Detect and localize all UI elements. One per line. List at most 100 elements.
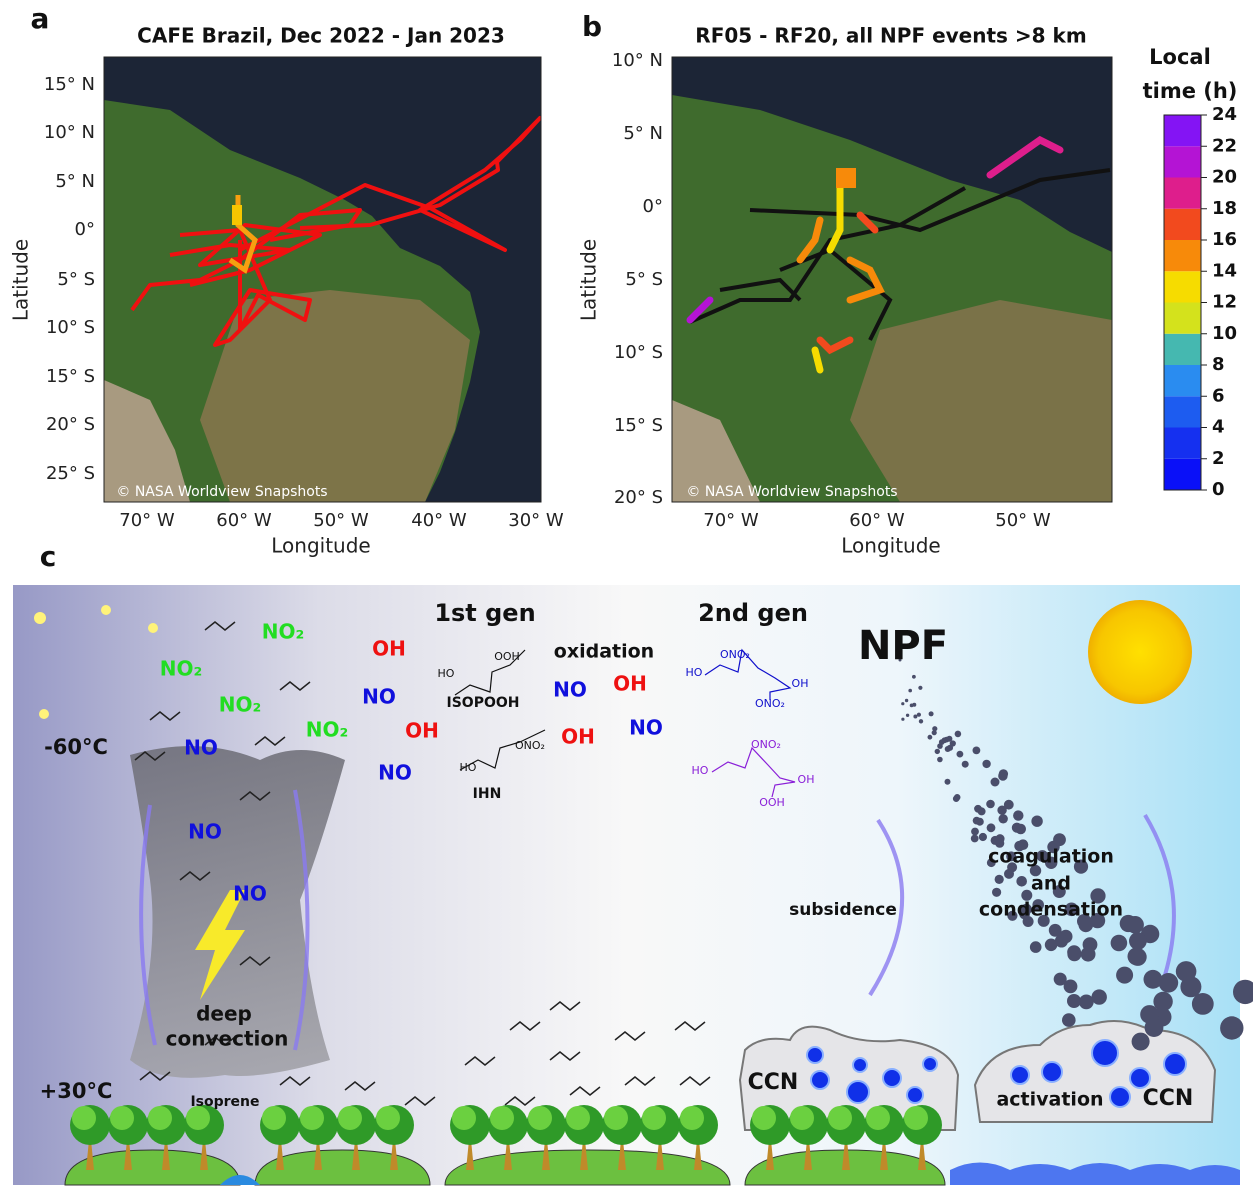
particle	[913, 715, 917, 719]
colorbar-tick-label: 0	[1212, 479, 1225, 500]
particle	[971, 828, 979, 836]
species: NO₂	[160, 657, 203, 681]
tree-crown	[528, 1106, 552, 1130]
axis-label: Longitude	[271, 534, 370, 558]
label: CCN	[1143, 1086, 1194, 1111]
colorbar-segment	[1164, 178, 1201, 209]
label: coagulation	[988, 846, 1114, 868]
functional-group: HO	[460, 761, 477, 774]
axis-label: Longitude	[841, 534, 940, 558]
tree-crown	[680, 1106, 704, 1130]
y-tick-label: 20° S	[614, 487, 663, 508]
particle	[929, 711, 934, 716]
particle	[976, 818, 984, 826]
particle	[1144, 970, 1163, 989]
colorbar-tick-label: 14	[1212, 260, 1237, 281]
particle	[935, 749, 940, 754]
particle	[991, 778, 1000, 787]
temperature: -60°C	[44, 735, 108, 759]
particle	[1111, 935, 1128, 952]
particle	[991, 836, 1000, 845]
particle	[901, 718, 904, 721]
particle	[1081, 947, 1096, 962]
particle	[937, 743, 943, 749]
tree-crown	[148, 1106, 172, 1130]
x-tick-label: 30° W	[508, 510, 564, 531]
molecule-name: IHN	[473, 786, 502, 802]
y-tick-label: 5° S	[625, 269, 663, 290]
colorbar-tick-label: 12	[1212, 292, 1237, 313]
particle	[1064, 980, 1078, 994]
colorbar-tick-label: 16	[1212, 229, 1237, 250]
colorbar-segment	[1164, 115, 1201, 146]
particle	[917, 713, 921, 717]
particle	[979, 833, 987, 841]
colorbar-segment	[1164, 459, 1201, 490]
colorbar-title: time (h)	[1143, 79, 1238, 103]
functional-group: OH	[792, 677, 809, 690]
colorbar-segment	[1164, 209, 1201, 240]
heading: 1st gen	[434, 599, 535, 627]
tree-crown	[490, 1106, 514, 1130]
y-tick-label: 5° N	[623, 123, 663, 144]
ccn-particle	[1130, 1068, 1150, 1088]
colorbar-tick-label: 6	[1212, 385, 1225, 406]
tree-crown	[604, 1106, 628, 1130]
colorbar-segment	[1164, 303, 1201, 334]
temperature: +30°C	[40, 1079, 113, 1103]
particle	[1140, 1005, 1159, 1024]
colorbar-segment	[1164, 334, 1201, 365]
species: NO	[378, 761, 412, 785]
particle	[973, 747, 981, 755]
particle	[995, 875, 1004, 884]
label: subsidence	[789, 900, 897, 920]
tree-crown	[452, 1106, 476, 1130]
species: OH	[372, 637, 406, 661]
panel-label: c	[40, 540, 57, 573]
credit: © NASA Worldview Snapshots	[686, 484, 897, 500]
functional-group: OH	[798, 773, 815, 786]
x-tick-label: 40° W	[411, 510, 467, 531]
ccn-particle	[883, 1069, 901, 1087]
tree-crown	[110, 1106, 134, 1130]
label: and	[1031, 873, 1071, 895]
species: OH	[613, 672, 647, 696]
particle	[987, 823, 996, 832]
ccn-particle	[847, 1081, 869, 1103]
title: CAFE Brazil, Dec 2022 - Jan 2023	[137, 24, 505, 48]
species: OH	[561, 725, 595, 749]
particle	[1067, 994, 1081, 1008]
tree-crown	[300, 1106, 324, 1130]
y-tick-label: 0°	[75, 219, 95, 240]
colorbar-tick-label: 4	[1212, 417, 1225, 438]
particle	[957, 751, 964, 758]
functional-group: ONO₂	[751, 738, 781, 751]
functional-group: HO	[692, 764, 709, 777]
particle	[945, 746, 951, 752]
particle	[982, 760, 990, 768]
functional-group: HO	[438, 667, 455, 680]
particle	[912, 675, 916, 679]
x-tick-label: 60° W	[849, 510, 905, 531]
y-tick-label: 10° N	[44, 122, 95, 143]
species: NO	[184, 736, 218, 760]
title: RF05 - RF20, all NPF events >8 km	[695, 24, 1086, 48]
map-a	[104, 57, 541, 502]
ccn-particle	[1042, 1062, 1062, 1082]
axis-label: Latitude	[9, 239, 33, 321]
particle	[971, 835, 979, 843]
particle	[1129, 932, 1147, 950]
particle	[919, 719, 923, 723]
particle	[1067, 947, 1081, 961]
label: deep	[196, 1002, 252, 1026]
x-tick-label: 60° W	[216, 510, 272, 531]
species: OH	[405, 719, 439, 743]
particle	[1192, 993, 1214, 1015]
colorbar-segment	[1164, 365, 1201, 396]
tree-crown	[642, 1106, 666, 1130]
species: NO₂	[262, 620, 305, 644]
colorbar-tick-label: 24	[1212, 104, 1237, 125]
tree-crown	[752, 1106, 776, 1130]
y-tick-label: 15° S	[46, 366, 95, 387]
